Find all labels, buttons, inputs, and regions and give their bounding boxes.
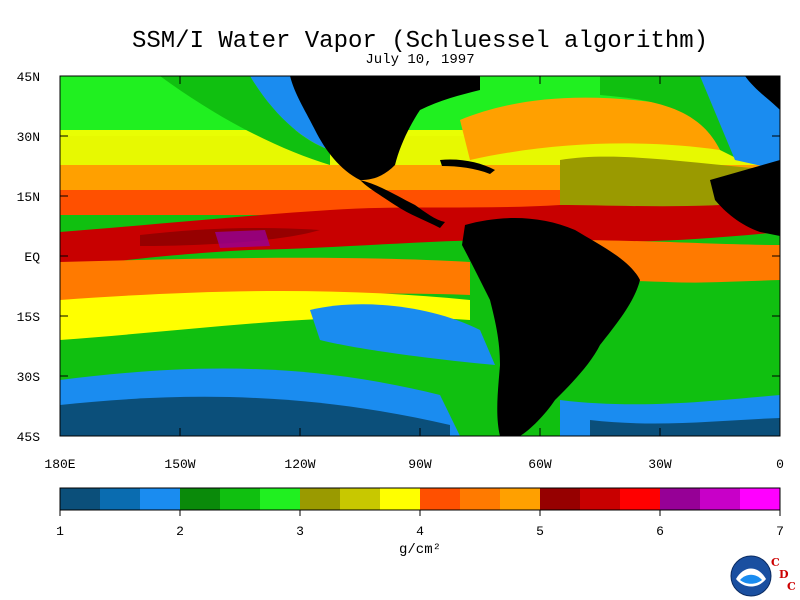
colorbar-swatch	[740, 488, 781, 510]
lon-label: 120W	[284, 457, 315, 472]
lon-label: 150W	[164, 457, 195, 472]
lat-label: 30N	[17, 130, 40, 145]
lat-label: 15N	[17, 190, 40, 205]
colorbar-tick-label: 3	[296, 524, 304, 539]
colorbar-swatch	[620, 488, 661, 510]
colorbar-swatch	[700, 488, 741, 510]
colorbar-tick-label: 5	[536, 524, 544, 539]
colorbar-swatch	[540, 488, 581, 510]
water-vapor-field	[60, 76, 780, 436]
colorbar-tick-label: 2	[176, 524, 184, 539]
colorbar-unit: g/cm²	[398, 542, 441, 558]
lon-label: 180E	[44, 457, 75, 472]
colorbar-swatch	[60, 488, 101, 510]
lat-label: 30S	[17, 370, 41, 385]
cdc-letter-3: C	[787, 580, 796, 593]
map-subtitle: July 10, 1997	[365, 52, 475, 68]
lat-label: 15S	[17, 310, 41, 325]
noaa-logo-icon	[730, 555, 772, 597]
colorbar-ticks: 1 2 3 4 5 6 7	[56, 510, 784, 539]
lat-label: 45S	[17, 430, 41, 445]
cdc-letter-2: D	[779, 568, 789, 581]
colorbar-swatch	[140, 488, 181, 510]
lat-label: 45N	[17, 70, 40, 85]
cdc-letter-1: C	[771, 556, 780, 569]
colorbar-swatch	[180, 488, 221, 510]
lat-label: EQ	[24, 250, 40, 265]
colorbar-swatch	[460, 488, 501, 510]
colorbar-swatch	[220, 488, 261, 510]
lon-label: 30W	[648, 457, 672, 472]
lon-label: 90W	[408, 457, 432, 472]
colorbar-swatch	[660, 488, 701, 510]
colorbar-swatch	[580, 488, 621, 510]
map-title: SSM/I Water Vapor (Schluessel algorithm)	[131, 28, 709, 55]
colorbar-tick-label: 7	[776, 524, 784, 539]
colorbar-tick-label: 4	[416, 524, 424, 539]
colorbar-swatch	[340, 488, 381, 510]
latitude-axis: 45N 30N 15N EQ 15S 30S 45S	[17, 70, 780, 445]
colorbar-swatch	[100, 488, 141, 510]
longitude-axis: 180E 150W 120W 90W 60W 30W 0	[44, 76, 784, 472]
colorbar-tick-label: 1	[56, 524, 64, 539]
colorbar-swatch	[260, 488, 301, 510]
lon-label: 0	[776, 457, 784, 472]
colorbar-swatch	[300, 488, 341, 510]
colorbar	[59, 487, 781, 511]
colorbar-swatch	[420, 488, 461, 510]
colorbar-swatch	[500, 488, 541, 510]
colorbar-tick-label: 6	[656, 524, 664, 539]
lon-label: 60W	[528, 457, 552, 472]
colorbar-swatch	[380, 488, 421, 510]
